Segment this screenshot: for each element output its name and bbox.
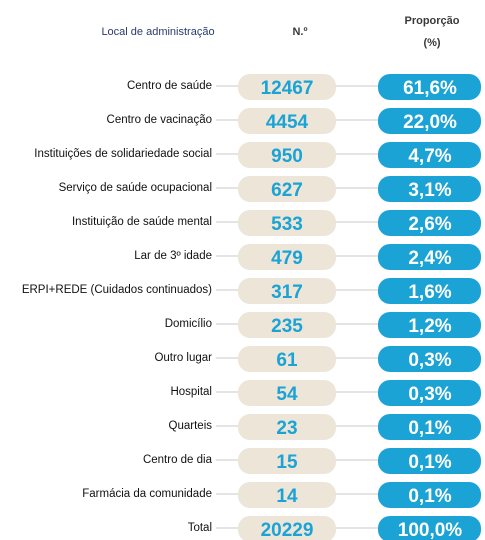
place-label: Centro de dia <box>143 454 213 466</box>
share-pill <box>378 482 481 508</box>
place-label: Serviço de saúde ocupacional <box>59 182 212 194</box>
number-pill <box>238 448 336 474</box>
number-value: 317 <box>271 282 303 303</box>
number-pill <box>238 346 336 372</box>
number-value: 479 <box>271 248 303 269</box>
share-pill <box>378 210 481 236</box>
share-value: 100,0% <box>398 520 463 540</box>
share-value: 0,1% <box>408 452 451 473</box>
number-pill <box>238 108 336 134</box>
header-place: Local de administração <box>101 26 214 38</box>
place-label: Instituição de saúde mental <box>72 216 212 228</box>
place-label: Total <box>188 522 212 534</box>
share-value: 2,6% <box>408 214 451 235</box>
number-pill <box>238 176 336 202</box>
place-label: Hospital <box>170 386 212 398</box>
share-pill <box>378 142 481 168</box>
share-pill <box>378 176 481 202</box>
number-value: 4454 <box>266 112 309 133</box>
share-value: 2,4% <box>408 248 451 269</box>
number-value: 61 <box>276 350 298 371</box>
share-value: 0,3% <box>408 350 451 371</box>
header-share: Proporção <box>404 15 459 27</box>
share-value: 1,2% <box>408 316 451 337</box>
place-label: Farmácia da comunidade <box>82 488 212 500</box>
place-label: Outro lugar <box>154 352 212 364</box>
share-value: 0,1% <box>408 486 451 507</box>
share-value: 4,7% <box>408 146 451 167</box>
share-pill <box>378 516 481 540</box>
number-pill <box>238 244 336 270</box>
share-value: 1,6% <box>408 282 451 303</box>
place-label: Lar de 3º idade <box>134 250 212 262</box>
share-pill <box>378 278 481 304</box>
number-pill <box>238 380 336 406</box>
share-pill <box>378 414 481 440</box>
share-value: 61,6% <box>403 78 457 99</box>
place-label: Domicílio <box>165 318 212 330</box>
header-number: N.º <box>292 26 307 38</box>
number-pill <box>238 414 336 440</box>
share-pill <box>378 346 481 372</box>
number-value: 15 <box>276 452 298 473</box>
share-pill <box>378 448 481 474</box>
place-label: ERPI+REDE (Cuidados continuados) <box>22 284 212 296</box>
number-pill <box>238 516 336 540</box>
number-pill <box>238 312 336 338</box>
share-value: 0,3% <box>408 384 451 405</box>
share-value: 22,0% <box>403 112 457 133</box>
share-pill <box>378 244 481 270</box>
number-value: 533 <box>271 214 303 235</box>
share-value: 3,1% <box>408 180 451 201</box>
number-value: 627 <box>271 180 303 201</box>
number-pill <box>238 482 336 508</box>
header-share-unit: (%) <box>423 37 440 49</box>
number-value: 14 <box>276 486 298 507</box>
place-label: Instituições de solidariedade social <box>34 148 212 160</box>
place-label: Centro de vacinação <box>107 114 212 126</box>
number-value: 950 <box>271 146 303 167</box>
number-pill <box>238 278 336 304</box>
number-value: 12467 <box>261 78 314 99</box>
share-pill <box>378 312 481 338</box>
share-pill <box>378 74 481 100</box>
share-pill <box>378 108 481 134</box>
number-value: 54 <box>276 384 298 405</box>
number-value: 23 <box>276 418 297 439</box>
number-pill <box>238 210 336 236</box>
number-value: 20229 <box>261 520 314 540</box>
number-value: 235 <box>271 316 303 337</box>
share-value: 0,1% <box>408 418 451 439</box>
number-pill <box>238 74 336 100</box>
number-pill <box>238 142 336 168</box>
place-label: Quarteis <box>169 420 213 432</box>
share-pill <box>378 380 481 406</box>
place-label: Centro de saúde <box>127 80 212 92</box>
